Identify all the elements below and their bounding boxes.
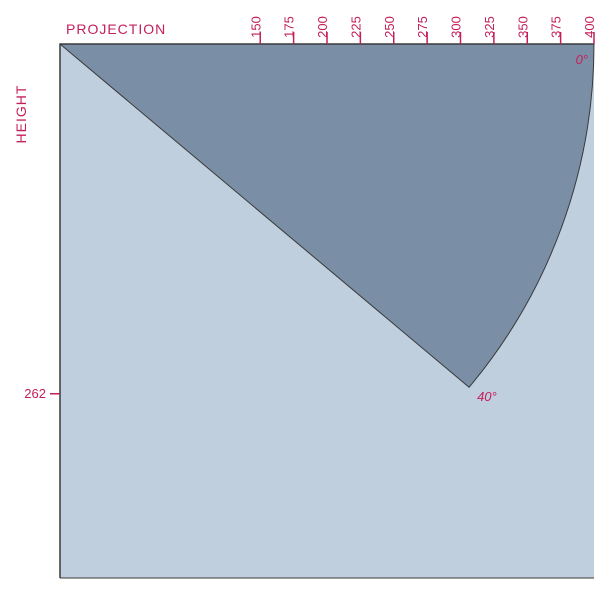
projection-tick-label: 325	[482, 16, 497, 38]
projection-tick-label: 375	[549, 16, 564, 38]
projection-tick-label: 250	[382, 16, 397, 38]
projection-tick-label: 150	[248, 16, 263, 38]
angle-label-forty: 40°	[477, 389, 497, 404]
angle-label-zero: 0°	[576, 52, 588, 67]
projection-tick-label: 175	[282, 16, 297, 38]
projection-tick-label: 225	[348, 16, 363, 38]
projection-tick-label: 400	[582, 16, 597, 38]
projection-tick-label: 200	[315, 16, 330, 38]
projection-tick-label: 275	[415, 16, 430, 38]
projection-tick-label: 300	[449, 16, 464, 38]
projection-tick-label: 350	[515, 16, 530, 38]
x-axis-label: PROJECTION	[66, 21, 166, 37]
projection-height-diagram: 150 175 200 225 250 275 300 325 350 375 400 PROJECT…	[0, 0, 605, 596]
y-axis-label: HEIGHT	[13, 85, 29, 144]
height-tick-label: 262	[24, 386, 46, 401]
diagram-svg: 150 175 200 225 250 275 300 325 350 375 400 PROJECT…	[0, 0, 605, 596]
